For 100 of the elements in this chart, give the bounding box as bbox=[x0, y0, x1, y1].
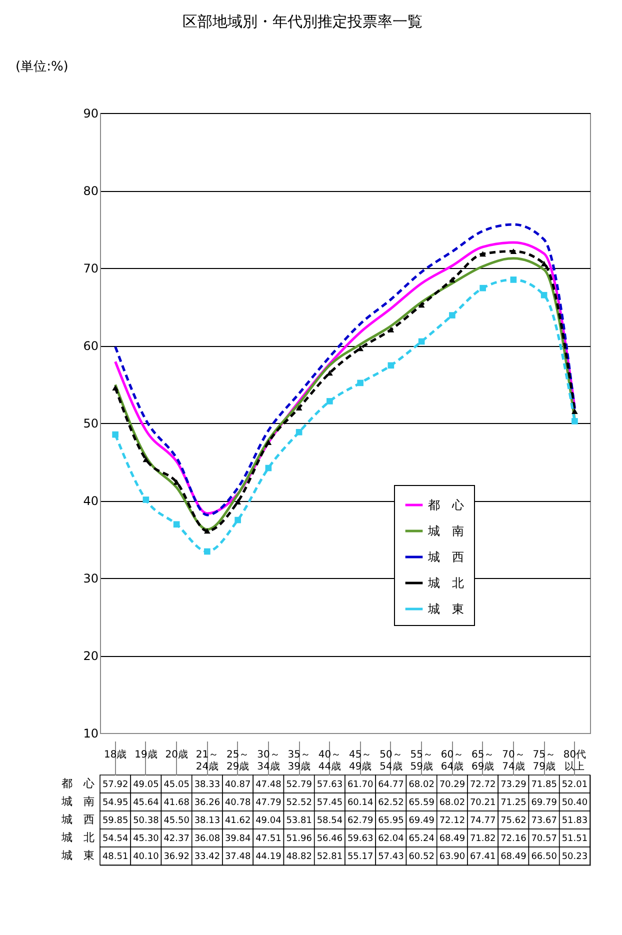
point bbox=[480, 251, 486, 257]
point bbox=[540, 260, 548, 266]
data-label: 74.77 bbox=[470, 816, 496, 826]
x-tick-label: 18歳 bbox=[104, 748, 127, 760]
data-label: 72.16 bbox=[500, 834, 527, 844]
data-label: 49.05 bbox=[133, 780, 159, 790]
data-label: 57.45 bbox=[316, 798, 343, 808]
data-label: 51.51 bbox=[562, 834, 588, 844]
data-label: 44.19 bbox=[256, 852, 282, 862]
data-label: 65.24 bbox=[408, 834, 435, 844]
point bbox=[142, 496, 150, 503]
data-label: 52.01 bbox=[562, 780, 588, 790]
legend-label: 城 東 bbox=[427, 602, 464, 616]
data-label: 71.82 bbox=[470, 834, 496, 844]
data-label: 57.43 bbox=[378, 852, 404, 862]
point bbox=[357, 380, 364, 386]
data-label: 50.23 bbox=[562, 852, 588, 862]
point bbox=[510, 276, 517, 283]
point bbox=[388, 362, 394, 369]
data-label: 69.49 bbox=[408, 816, 435, 826]
data-label: 59.85 bbox=[102, 816, 128, 826]
data-label: 41.68 bbox=[164, 798, 190, 808]
point bbox=[265, 440, 272, 446]
point bbox=[173, 521, 180, 528]
data-label: 37.48 bbox=[224, 852, 251, 862]
point bbox=[449, 312, 456, 318]
point bbox=[142, 456, 150, 462]
point bbox=[112, 385, 118, 391]
text: 城 東 bbox=[62, 849, 94, 862]
data-label: 57.63 bbox=[316, 780, 343, 790]
data-label: 62.52 bbox=[378, 798, 404, 808]
data-label: 65.95 bbox=[378, 816, 404, 826]
data-label: 52.52 bbox=[286, 798, 312, 808]
point bbox=[449, 276, 456, 282]
data-label: 42.37 bbox=[164, 834, 190, 844]
data-label: 45.05 bbox=[164, 780, 190, 790]
data-label: 55.17 bbox=[347, 852, 374, 862]
y-axis-title: (単位:%) bbox=[16, 60, 68, 74]
text: 都 心 bbox=[62, 777, 94, 790]
x-tick-label: 19歳 bbox=[134, 748, 158, 760]
y-tick-label: 60 bbox=[83, 339, 98, 353]
data-label: 47.48 bbox=[256, 780, 282, 790]
x-tick-label: 20歳 bbox=[165, 748, 188, 760]
data-label: 39.84 bbox=[224, 834, 251, 844]
data-label: 70.21 bbox=[470, 798, 496, 808]
y-tick-label: 70 bbox=[83, 262, 98, 276]
point bbox=[296, 405, 302, 411]
point bbox=[480, 284, 486, 292]
data-label: 68.02 bbox=[439, 798, 466, 808]
data-label: 58.54 bbox=[316, 816, 343, 826]
text: 城 西 bbox=[62, 813, 94, 826]
text: 城 南 bbox=[62, 795, 94, 808]
y-tick-label: 30 bbox=[83, 572, 98, 586]
data-label: 62.79 bbox=[347, 816, 374, 826]
data-label: 48.82 bbox=[286, 852, 312, 862]
chart-title: 区部地域別・年代別推定投票率一覧 bbox=[182, 12, 423, 30]
point bbox=[388, 326, 394, 332]
text: 城 北 bbox=[62, 831, 94, 844]
data-label: 54.95 bbox=[102, 798, 128, 808]
point bbox=[234, 516, 241, 524]
legend-label: 城 北 bbox=[427, 576, 464, 590]
data-label: 66.50 bbox=[531, 852, 558, 862]
x-tick-label: 80代以上 bbox=[563, 750, 586, 772]
data-label: 51.96 bbox=[286, 834, 312, 844]
data-label: 45.50 bbox=[164, 816, 190, 826]
data-label: 70.29 bbox=[439, 780, 466, 790]
data-label: 52.81 bbox=[316, 852, 343, 862]
data-label: 68.02 bbox=[408, 780, 434, 790]
data-label: 71.85 bbox=[531, 780, 557, 790]
legend-label: 都 心 bbox=[428, 498, 464, 512]
data-label: 63.90 bbox=[439, 852, 466, 862]
data-label: 49.04 bbox=[256, 816, 282, 826]
x-tick-label: 75～79歳 bbox=[532, 750, 556, 772]
point bbox=[112, 431, 118, 438]
point bbox=[510, 248, 517, 254]
point bbox=[204, 528, 210, 534]
data-label: 40.78 bbox=[224, 798, 251, 808]
x-tick-label: 35～39歳 bbox=[288, 750, 310, 772]
data-label: 59.63 bbox=[347, 834, 374, 844]
point bbox=[296, 428, 302, 436]
data-label: 51.83 bbox=[562, 816, 588, 826]
data-label: 57.92 bbox=[102, 780, 128, 790]
x-tick-label: 45～49歳 bbox=[348, 750, 372, 772]
data-label: 70.57 bbox=[531, 834, 557, 844]
data-label: 36.08 bbox=[194, 834, 220, 844]
y-tick-label: 80 bbox=[83, 184, 98, 198]
legend-label: 城 西 bbox=[427, 550, 464, 564]
x-tick-label: 30～34歳 bbox=[257, 750, 280, 772]
data-label: 47.51 bbox=[256, 834, 282, 844]
point bbox=[234, 499, 241, 504]
data-label: 67.41 bbox=[470, 852, 496, 862]
data-label: 45.30 bbox=[133, 834, 160, 844]
x-tick-label: 60～64歳 bbox=[440, 750, 464, 772]
x-tick-label: 21～24歳 bbox=[196, 750, 219, 772]
x-tick-label: 25～29歳 bbox=[226, 750, 250, 772]
data-label: 73.29 bbox=[500, 780, 527, 790]
data-label: 69.79 bbox=[531, 798, 558, 808]
data-label: 64.77 bbox=[378, 780, 404, 790]
point bbox=[572, 418, 578, 424]
data-label: 41.62 bbox=[224, 816, 251, 826]
